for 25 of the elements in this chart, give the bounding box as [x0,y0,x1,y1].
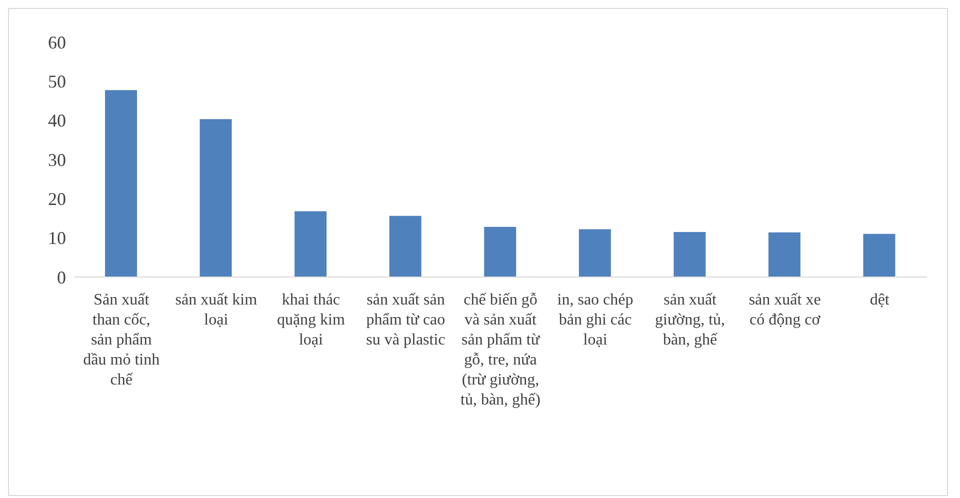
bar [768,232,800,277]
x-tick-label: chế biến gỗ và sản xuất sản phẩm từ gỗ, tre, nứa (trừ giường, tủ, bàn, ghế) [460,291,541,408]
y-tick-label: 40 [48,110,66,131]
x-tick-label: in, sao chép bản ghi các loại [557,291,634,348]
bar [863,234,896,277]
x-tick-label: sản xuất sản phẩm từ cao su và plastic [366,291,446,348]
bar [294,211,327,277]
bar [674,232,706,277]
x-tick-label: dệt [870,291,890,308]
bar [484,226,516,277]
x-tick-label: khai thác quặng kim loại [276,291,346,348]
y-tick-label: 20 [48,189,66,210]
bar [105,90,137,277]
bar [200,119,232,277]
y-tick-label: 30 [48,150,66,170]
x-tick-label: Sản xuất than cốc, sản phẩm dầu mỏ tinh chế [83,291,160,388]
y-tick-label: 10 [48,228,66,248]
y-tick-label: 50 [48,72,66,92]
bar [389,216,422,277]
x-tick-label: sản xuất xe có động cơ [748,291,821,328]
x-tick-label: sản xuất giường, tủ, bàn, ghế [655,291,726,348]
x-tick-label: sản xuất kim loại [175,291,258,328]
y-tick-label: 0 [57,267,66,288]
y-tick-label: 60 [48,32,66,52]
bar [578,229,611,277]
